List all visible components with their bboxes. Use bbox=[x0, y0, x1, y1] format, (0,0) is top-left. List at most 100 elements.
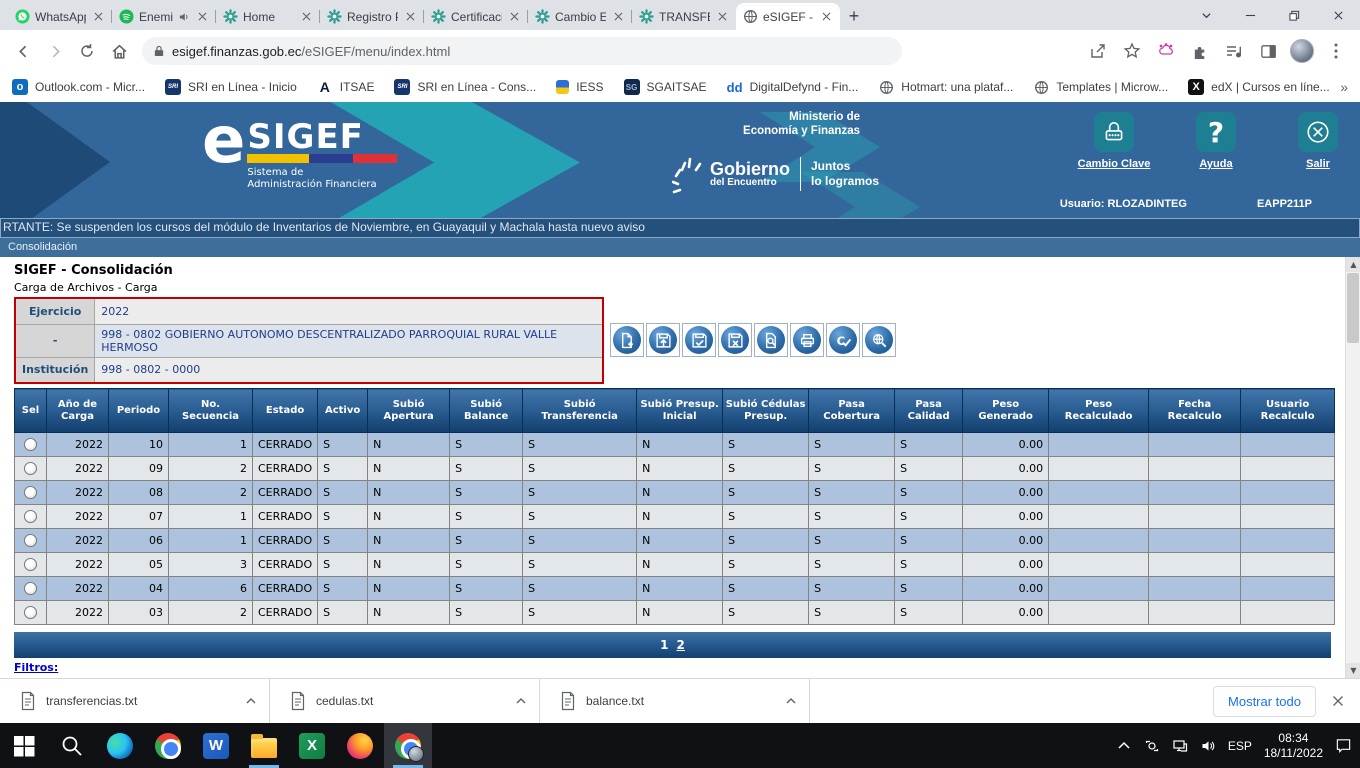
tab-close-icon[interactable] bbox=[611, 10, 625, 24]
frame-scrollbar[interactable]: ▲ ▼ bbox=[1345, 257, 1360, 678]
bookmark-item[interactable]: dd DigitalDefynd - Fin... bbox=[727, 79, 859, 95]
bookmark-item[interactable]: Hotmart: una plataf... bbox=[878, 79, 1013, 95]
address-bar[interactable]: esigef.finanzas.gob.ec/eSIGEF/menu/index… bbox=[142, 37, 902, 65]
bookmark-item[interactable]: SRI SRI en Línea - Inicio bbox=[165, 79, 297, 95]
download-item[interactable]: transferencias.txt bbox=[0, 679, 270, 723]
new-tab-button[interactable]: + bbox=[848, 6, 860, 26]
browser-tab[interactable]: Registro Pago bbox=[319, 3, 424, 30]
hidden-icons-chevron-icon[interactable] bbox=[1116, 738, 1132, 754]
row-select-radio[interactable] bbox=[24, 462, 37, 476]
scroll-down-icon[interactable]: ▼ bbox=[1346, 663, 1360, 678]
show-all-downloads-button[interactable]: Mostrar todo bbox=[1213, 685, 1316, 717]
profile-avatar[interactable] bbox=[1290, 39, 1314, 63]
tool-globe-search-button[interactable] bbox=[862, 323, 896, 357]
weather-extension-icon[interactable] bbox=[1154, 39, 1178, 63]
browser-tab[interactable]: Cambio Ejerc bbox=[527, 3, 632, 30]
tab-close-icon[interactable] bbox=[195, 10, 209, 24]
browser-tab[interactable]: Home bbox=[215, 3, 320, 30]
taskbar-clock[interactable]: 08:34 18/11/2022 bbox=[1263, 730, 1323, 760]
taskbar-start-icon[interactable] bbox=[0, 723, 48, 768]
tool-c-approve-button[interactable]: C bbox=[826, 323, 860, 357]
download-item[interactable]: cedulas.txt bbox=[270, 679, 540, 723]
bookmark-star-icon[interactable] bbox=[1120, 39, 1144, 63]
tool-doc-new-button[interactable] bbox=[610, 323, 644, 357]
browser-tab[interactable]: Enemigos bbox=[111, 3, 216, 30]
download-menu-chevron-icon[interactable] bbox=[785, 695, 797, 707]
bookmark-item[interactable]: SG SGAITSAE bbox=[623, 79, 707, 95]
menu-consolidacion[interactable]: Consolidación bbox=[0, 238, 1360, 257]
taskbar-chrome-icon[interactable] bbox=[144, 723, 192, 768]
row-select-radio[interactable] bbox=[24, 558, 37, 572]
tool-doc-validate-button[interactable] bbox=[682, 323, 716, 357]
extensions-puzzle-icon[interactable] bbox=[1188, 39, 1212, 63]
browser-tab[interactable]: Certificacione bbox=[423, 3, 528, 30]
home-icon[interactable] bbox=[104, 36, 134, 66]
bookmarks-overflow-icon[interactable]: » bbox=[1340, 79, 1348, 95]
browser-tab[interactable]: eSIGEF - Siste bbox=[736, 3, 840, 30]
keyboard-language[interactable]: ESP bbox=[1227, 738, 1252, 753]
filters-link[interactable]: Filtros: bbox=[14, 661, 59, 674]
taskbar-excel-icon[interactable]: X bbox=[288, 723, 336, 768]
bookmark-item[interactable]: A ITSAE bbox=[317, 79, 375, 95]
minimize-icon[interactable] bbox=[1228, 0, 1272, 30]
row-select-radio[interactable] bbox=[24, 606, 37, 620]
tab-search-chevron-icon[interactable] bbox=[1184, 0, 1228, 30]
tool-save-delete-button[interactable] bbox=[718, 323, 752, 357]
row-select-radio[interactable] bbox=[24, 582, 37, 596]
media-playlist-icon[interactable] bbox=[1222, 39, 1246, 63]
itsae-icon: A bbox=[319, 79, 330, 95]
action-center-icon[interactable] bbox=[1335, 737, 1352, 754]
share-icon[interactable] bbox=[1086, 39, 1110, 63]
back-icon[interactable] bbox=[8, 36, 38, 66]
scroll-up-icon[interactable]: ▲ bbox=[1346, 257, 1360, 272]
edx-icon: X bbox=[1188, 79, 1205, 95]
taskbar-edge-icon[interactable] bbox=[96, 723, 144, 768]
taskbar-firefox-icon[interactable] bbox=[336, 723, 384, 768]
bookmark-item[interactable]: Templates | Microw... bbox=[1033, 79, 1168, 95]
downloads-close-icon[interactable] bbox=[1332, 695, 1344, 707]
row-select-radio[interactable] bbox=[24, 534, 37, 548]
side-panel-icon[interactable] bbox=[1256, 39, 1280, 63]
taskbar-word-icon[interactable]: W bbox=[192, 723, 240, 768]
reload-icon[interactable] bbox=[72, 36, 102, 66]
download-menu-chevron-icon[interactable] bbox=[245, 695, 257, 707]
scroll-thumb[interactable] bbox=[1347, 273, 1359, 343]
action-salir[interactable]: Salir bbox=[1282, 112, 1354, 170]
tool-printer-button[interactable] bbox=[790, 323, 824, 357]
browser-tab[interactable]: WhatsApp bbox=[8, 3, 112, 30]
tab-close-icon[interactable] bbox=[507, 10, 521, 24]
page-number-2[interactable]: 2 bbox=[676, 638, 685, 652]
volume-icon[interactable] bbox=[1200, 738, 1216, 754]
row-select-radio[interactable] bbox=[24, 486, 37, 500]
browser-menu-kebab-icon[interactable] bbox=[1324, 39, 1348, 63]
download-menu-chevron-icon[interactable] bbox=[515, 695, 527, 707]
tab-close-icon[interactable] bbox=[403, 10, 417, 24]
tab-close-icon[interactable] bbox=[715, 10, 729, 24]
forward-icon[interactable] bbox=[40, 36, 70, 66]
tool-doc-preview-button[interactable] bbox=[754, 323, 788, 357]
taskbar-explorer-icon[interactable] bbox=[240, 723, 288, 768]
https-lock-icon[interactable] bbox=[154, 45, 164, 57]
network-icon[interactable] bbox=[1172, 738, 1188, 754]
taskbar-chrome-profile-icon[interactable] bbox=[384, 723, 432, 768]
restore-icon[interactable] bbox=[1272, 0, 1316, 30]
bookmark-item[interactable]: o Outlook.com - Micr... bbox=[12, 79, 145, 95]
action-cambio-clave[interactable]: Cambio Clave bbox=[1078, 112, 1150, 170]
row-select-radio[interactable] bbox=[24, 510, 37, 524]
tool-save-upload-button[interactable] bbox=[646, 323, 680, 357]
tab-audio-icon[interactable] bbox=[178, 11, 190, 23]
close-window-icon[interactable] bbox=[1316, 0, 1360, 30]
download-item[interactable]: balance.txt bbox=[540, 679, 810, 723]
browser-tab[interactable]: TRANSFEREN bbox=[631, 3, 736, 30]
tab-close-icon[interactable] bbox=[91, 10, 105, 24]
tab-close-icon[interactable] bbox=[299, 10, 313, 24]
sel-cell bbox=[14, 552, 47, 577]
bookmark-item[interactable]: IESS bbox=[556, 80, 604, 94]
meet-camera-icon[interactable] bbox=[1144, 738, 1160, 754]
row-select-radio[interactable] bbox=[24, 438, 37, 452]
action-ayuda[interactable]: ? Ayuda bbox=[1180, 112, 1252, 170]
bookmark-item[interactable]: SRI SRI en Línea - Cons... bbox=[394, 79, 536, 95]
tab-close-icon[interactable] bbox=[819, 10, 833, 24]
taskbar-search-icon[interactable] bbox=[48, 723, 96, 768]
